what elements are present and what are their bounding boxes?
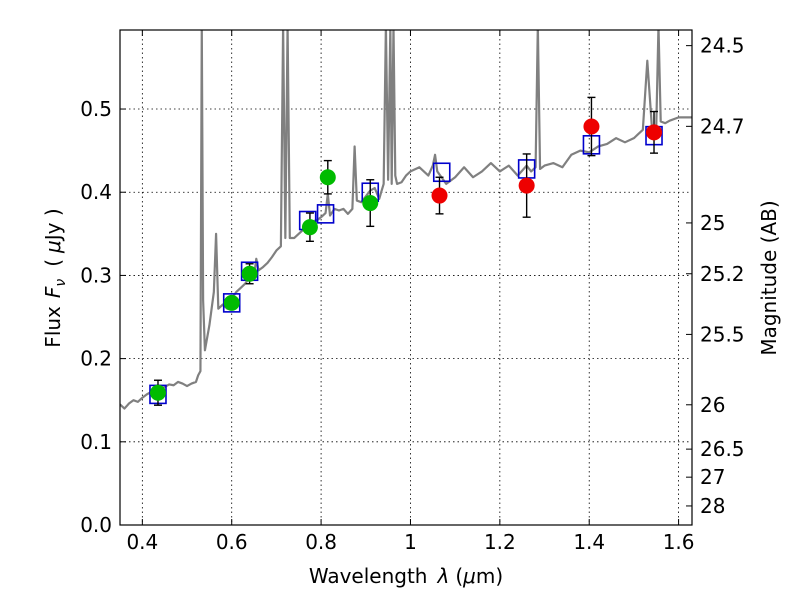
y2-tick-label: 28 [700, 494, 725, 518]
x-axis-label-text: Wavelength [309, 564, 428, 588]
photometry-point [241, 265, 258, 282]
y-axis-label-unit: Jy ) [41, 208, 65, 242]
y-axis-label-open-paren: ( [41, 259, 65, 267]
x-axis-label-open-paren: ( [455, 564, 463, 588]
x-axis-label-unit: m) [476, 564, 503, 588]
photometry-point [149, 384, 166, 401]
x-tick-label: 0.8 [305, 530, 337, 554]
x-axis-label-mu: μ [462, 564, 476, 588]
photometry-point [646, 124, 663, 141]
y2-tick-label: 25.2 [700, 262, 745, 286]
y-axis-label-subscript: ν [53, 279, 69, 287]
y-axis-label-symbol: F [41, 286, 65, 298]
plot-frame [119, 29, 693, 526]
photometry-point [223, 294, 240, 311]
y2-tick-label: 24.5 [700, 34, 745, 58]
model-photometry-square [316, 204, 335, 224]
y2-axis-label: Magnitude (AB) [757, 200, 781, 355]
y2-tick-label: 26 [700, 393, 725, 417]
y2-tick-label: 26.5 [700, 437, 745, 461]
photometry-point [431, 187, 448, 204]
y-tick-label: 0.2 [80, 347, 112, 371]
model-spectrum-line [120, 30, 692, 410]
y2-tick-label: 25.5 [700, 322, 745, 346]
x-tick-label: 0.6 [216, 530, 248, 554]
y-axis-label: Flux Fν ( μJy ) [41, 208, 69, 347]
y-tick-label: 0.5 [80, 97, 112, 121]
model-photometry-square [432, 162, 451, 183]
photometry-point [583, 118, 600, 135]
x-axis-label: Wavelength λ (μm) [309, 564, 503, 588]
x-tick-label: 1.6 [663, 530, 695, 554]
x-tick-label: 1.2 [484, 530, 516, 554]
y2-tick-label: 24.7 [700, 114, 745, 138]
y-axis-label-text: Flux [41, 306, 65, 348]
x-tick-label: 1 [404, 530, 417, 554]
y-tick-label: 0.4 [80, 180, 112, 204]
y-axis-label-mu: μ [41, 240, 65, 254]
y-tick-label: 0.1 [80, 430, 112, 454]
x-tick-label: 1.4 [573, 530, 605, 554]
axis-ticks: 0.4 0.6 0.8 1 1.2 1.4 1.6 0.0 0.1 0.2 0.3 0.4 0.5 24.… [80, 30, 745, 554]
photometry-point [319, 169, 336, 186]
y2-tick-label: 27 [700, 465, 725, 489]
y-tick-label: 0.3 [80, 263, 112, 287]
grid-lines [120, 30, 692, 526]
photometry-point [518, 177, 535, 194]
y-tick-label: 0.0 [80, 513, 112, 537]
photometry-point [362, 195, 379, 212]
x-tick-label: 0.4 [126, 530, 158, 554]
photometry-point [301, 219, 318, 236]
x-axis-label-symbol: λ [436, 564, 449, 588]
plot-area [120, 30, 692, 410]
y2-tick-label: 25 [700, 211, 725, 235]
